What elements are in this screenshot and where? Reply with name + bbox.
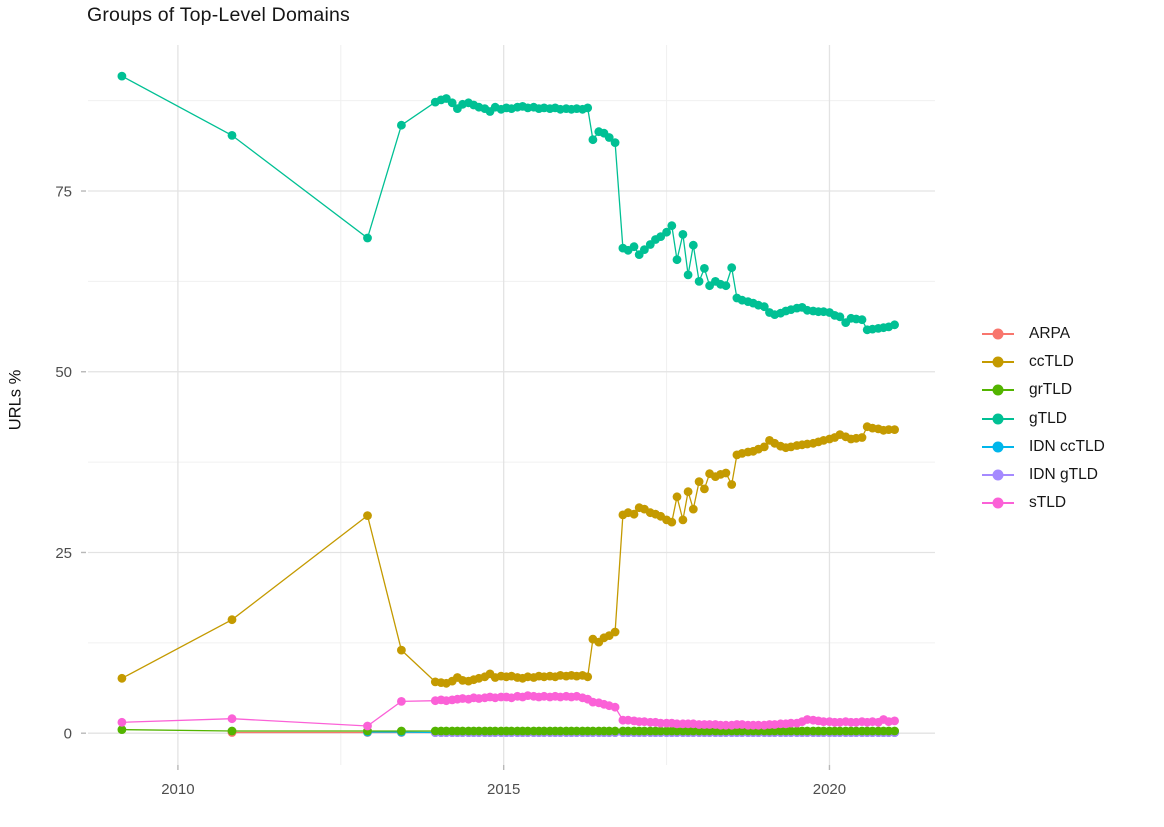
svg-text:2020: 2020 [813, 781, 846, 798]
svg-text:50: 50 [55, 364, 72, 381]
svg-text:2010: 2010 [161, 781, 194, 798]
axis-ticks [81, 190, 831, 770]
minor-gridlines [88, 45, 935, 765]
chart-title: Groups of Top-Level Domains [87, 4, 351, 26]
svg-text:25: 25 [55, 545, 72, 562]
svg-text:75: 75 [55, 184, 72, 201]
series-stld [117, 691, 899, 731]
y-axis-tick-labels: 0 25 50 75 [55, 184, 72, 743]
series-grtld [117, 725, 899, 736]
major-gridlines [88, 45, 935, 765]
x-axis-tick-labels: 2010 2015 2020 [161, 781, 846, 798]
series-cctld [117, 422, 899, 688]
svg-text:2015: 2015 [487, 781, 520, 798]
series-gtld [117, 71, 899, 335]
svg-text:0: 0 [64, 726, 72, 743]
